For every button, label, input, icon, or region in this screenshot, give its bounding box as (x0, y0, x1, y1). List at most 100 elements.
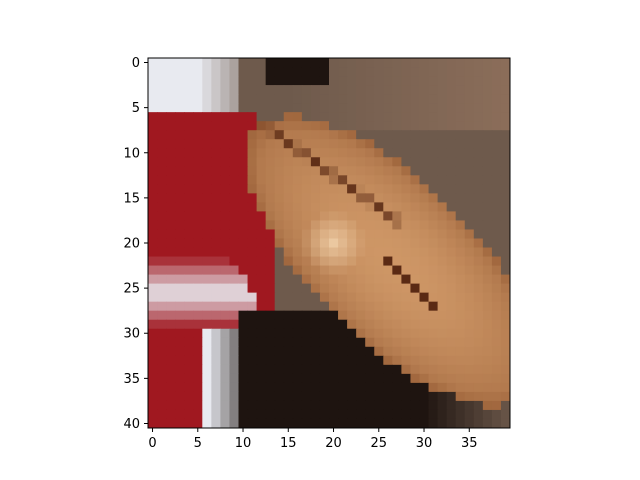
heatmap-cell (410, 247, 420, 258)
heatmap-cell (175, 382, 185, 393)
heatmap-cell (455, 220, 466, 230)
heatmap-cell (419, 274, 430, 285)
heatmap-cell (211, 76, 221, 86)
heatmap-cell (247, 184, 258, 194)
heatmap-cell (319, 400, 330, 411)
heatmap-cell (166, 301, 176, 312)
heatmap-cell (292, 310, 303, 321)
x-tick-label: 30 (416, 436, 433, 451)
heatmap-cell (338, 355, 348, 366)
heatmap-cell (419, 346, 430, 357)
heatmap-cell (175, 202, 185, 212)
heatmap-cell (229, 202, 239, 212)
heatmap-cell (374, 274, 384, 285)
heatmap-cell (365, 256, 375, 267)
heatmap-cell (491, 148, 502, 158)
heatmap-cell (473, 175, 484, 185)
heatmap-cell (491, 238, 502, 249)
heatmap-cell (193, 238, 203, 249)
heatmap-cell (193, 301, 203, 312)
heatmap-cell (166, 193, 176, 203)
heatmap-cell (428, 238, 439, 249)
heatmap-cell (292, 337, 303, 348)
heatmap-cell (338, 94, 348, 104)
heatmap-cell (220, 130, 230, 140)
heatmap-cell (157, 364, 167, 375)
heatmap-cell (437, 319, 448, 330)
heatmap-cell (374, 157, 384, 167)
heatmap-cell (464, 121, 475, 131)
heatmap-cell (157, 310, 167, 321)
heatmap-cell (329, 139, 339, 149)
heatmap-cell (329, 85, 339, 95)
heatmap-cell (166, 94, 176, 104)
heatmap-cell (383, 175, 393, 185)
heatmap-cell (148, 220, 158, 230)
heatmap-cell (283, 328, 294, 339)
heatmap-cell (220, 202, 230, 212)
heatmap-cell (202, 166, 212, 176)
heatmap-cell (274, 220, 285, 230)
heatmap-cell (392, 58, 402, 68)
heatmap-cell (229, 292, 239, 303)
heatmap-cell (329, 220, 339, 230)
heatmap-cell (238, 400, 249, 411)
heatmap-cell (329, 175, 339, 185)
heatmap-cell (338, 238, 348, 249)
heatmap-cell (401, 211, 411, 221)
heatmap-cell (365, 301, 375, 312)
heatmap-cell (202, 355, 212, 366)
heatmap-cell (347, 193, 357, 203)
heatmap-cell (383, 400, 393, 411)
heatmap-cell (329, 256, 339, 267)
x-tick-label: 15 (280, 436, 297, 451)
heatmap-cell (175, 355, 185, 366)
heatmap-cell (283, 103, 294, 113)
heatmap-cell (446, 292, 457, 303)
heatmap-cell (392, 139, 402, 149)
heatmap-cell (238, 166, 249, 176)
heatmap-cell (202, 229, 212, 239)
heatmap-cell (319, 166, 330, 176)
heatmap-cell (455, 67, 466, 77)
heatmap-cell (500, 337, 511, 348)
heatmap-cell (374, 184, 384, 194)
heatmap-cell (283, 256, 294, 267)
heatmap-cell (392, 112, 402, 122)
heatmap-cell (365, 166, 375, 176)
heatmap-cell (500, 148, 511, 158)
heatmap-cell (383, 58, 393, 68)
heatmap-cell (437, 175, 448, 185)
heatmap-cell (310, 139, 321, 149)
heatmap-cell (220, 166, 230, 176)
heatmap-cell (265, 184, 276, 194)
heatmap-cell (319, 292, 330, 303)
heatmap-cell (446, 355, 457, 366)
heatmap-cell (184, 211, 194, 221)
heatmap-cell (184, 121, 194, 131)
heatmap-cell (193, 319, 203, 330)
heatmap-cell (238, 175, 249, 185)
heatmap-cell (365, 238, 375, 249)
heatmap-cell (247, 265, 258, 276)
heatmap-cell (283, 418, 294, 429)
heatmap-cell (283, 265, 294, 276)
heatmap-cell (428, 139, 439, 149)
heatmap-cell (329, 391, 339, 402)
heatmap-cell (464, 139, 475, 149)
heatmap-cell (419, 157, 430, 167)
heatmap-cell (166, 103, 176, 113)
heatmap-cell (347, 328, 357, 339)
heatmap-cell (184, 274, 194, 285)
heatmap-cell (292, 238, 303, 249)
heatmap-cell (446, 85, 457, 95)
heatmap-cell (365, 193, 375, 203)
heatmap-cell (401, 373, 411, 384)
heatmap-cell (184, 292, 194, 303)
heatmap-cell (428, 328, 439, 339)
heatmap-cell (419, 148, 430, 158)
heatmap-cell (274, 238, 285, 249)
heatmap-cell (329, 67, 339, 77)
heatmap-cell (437, 58, 448, 68)
heatmap-cell (464, 130, 475, 140)
